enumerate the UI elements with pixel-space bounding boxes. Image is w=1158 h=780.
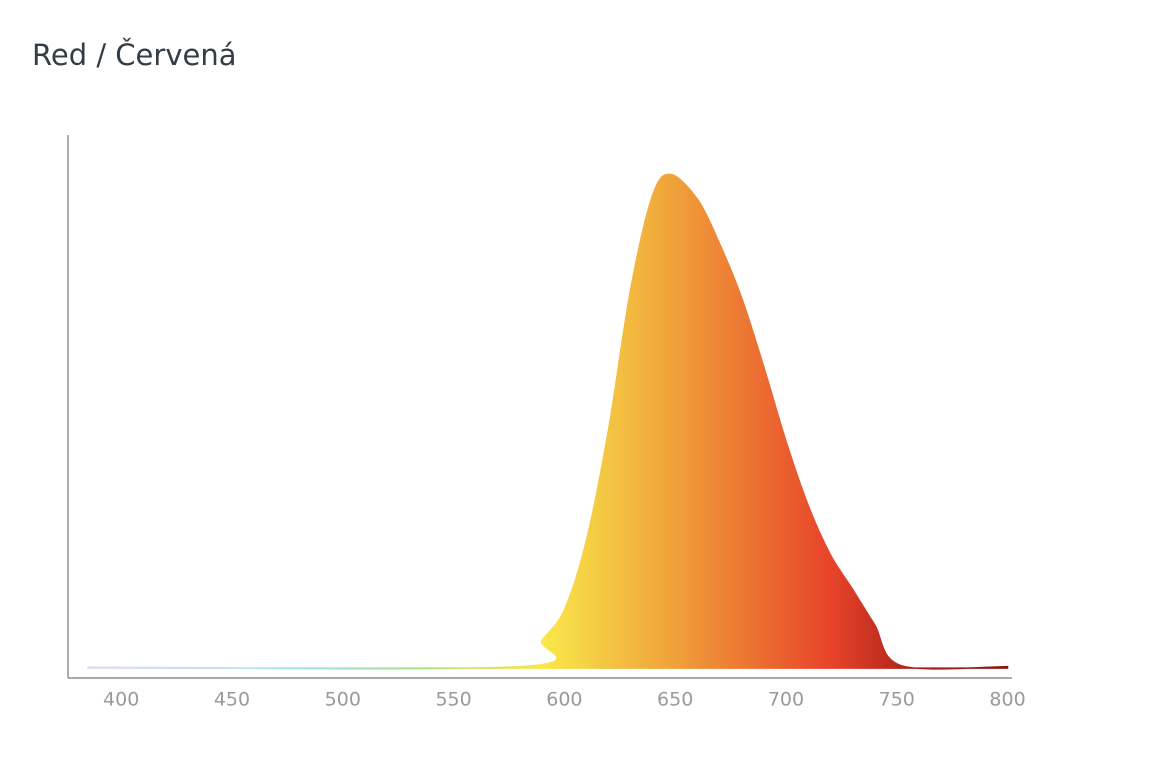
x-tick-label: 450	[214, 689, 250, 711]
x-tick-label: 550	[435, 689, 471, 711]
x-tick-label: 500	[325, 689, 361, 711]
x-tick-label: 800	[989, 689, 1025, 711]
x-tick-label: 750	[879, 689, 915, 711]
x-tick-label: 600	[546, 689, 582, 711]
x-tick-label: 650	[657, 689, 693, 711]
x-tick-label: 700	[768, 689, 804, 711]
chart-title: Red / Červená	[32, 38, 236, 72]
spectrum-area	[87, 173, 1009, 670]
x-tick-label: 400	[103, 689, 139, 711]
